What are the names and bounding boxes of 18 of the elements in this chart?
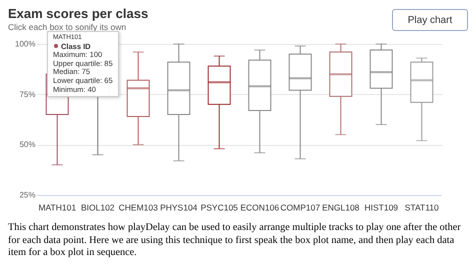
x-tick-label: CHEM103 (118, 202, 158, 212)
play-button: Play chart (392, 9, 468, 31)
y-tick-label: 50% (19, 140, 36, 150)
x-tick-label: ECON106 (240, 202, 280, 212)
x-tick-label: BIOL102 (80, 202, 115, 212)
chart-subtitle: Click each box to sonify its own (8, 22, 126, 32)
text: This chart demonstrates how playDelay can be used to easily arrange multiple tracks to play one after the other for each data point. Here we are using this technique to first speak the box plot name, and then play each data item for a box plot in sequence. (8, 222, 462, 260)
y-tick-label: 25% (19, 190, 36, 200)
chart-title: Exam scores per class (8, 6, 148, 21)
y-tick-label: 75% (19, 90, 36, 99)
y-tick-label: 100% (15, 40, 36, 48)
x-tick-label: STAT110 (404, 202, 440, 212)
x-tick-label: MATH101 (38, 202, 76, 212)
x-tick-label: COMP107 (280, 202, 320, 212)
x-tick-label: HIST109 (364, 202, 398, 212)
x-tick-label: PSYC105 (200, 202, 238, 212)
x-tick-label: ENGL108 (322, 202, 360, 212)
x-tick-label: PHYS104 (160, 202, 198, 212)
